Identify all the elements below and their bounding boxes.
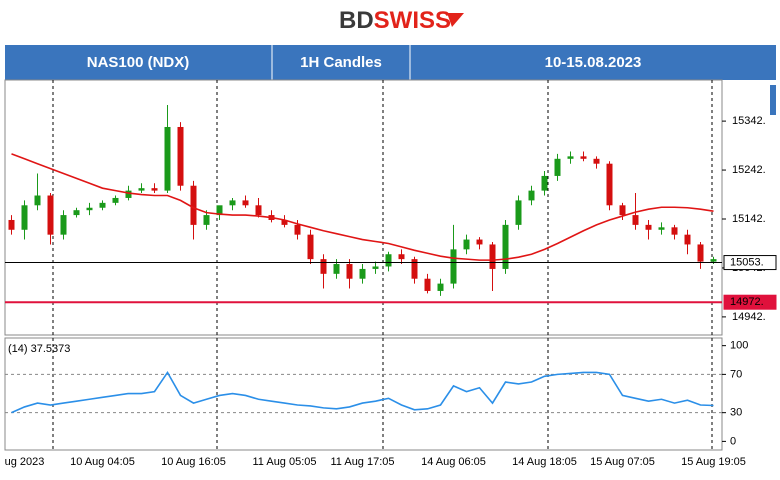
candle-body (372, 266, 379, 269)
candle-body (528, 190, 535, 201)
y-tick-label: 100 (730, 340, 748, 352)
y-tick-label: 30 (730, 407, 742, 419)
x-tick-label: 15 Aug 07:05 (590, 456, 655, 468)
candle-body (593, 158, 600, 164)
candle-body (580, 156, 587, 159)
candle-body (463, 239, 470, 250)
candle-body (47, 195, 54, 235)
price-level-label: 14972. (730, 296, 764, 308)
x-tick-label: 14 Aug 18:05 (512, 456, 577, 468)
rsi-label: (14) 37.5373 (8, 343, 70, 355)
y-tick-label: 15242. (732, 164, 766, 176)
symbol: NAS100 (NDX) (87, 54, 190, 71)
x-tick-label: 11 Aug 17:05 (330, 456, 394, 468)
candle-body (151, 188, 158, 191)
moving-average (11, 153, 714, 261)
y-tick-label: 0 (730, 435, 736, 447)
candle-body (320, 259, 327, 274)
candle-body (554, 158, 561, 176)
candle-body (411, 259, 418, 279)
candle-body (190, 185, 197, 225)
candle-body (541, 175, 548, 191)
candle-body (294, 224, 301, 235)
x-tick-label: 15 Aug 19:05 (681, 456, 746, 468)
x-tick-label: 10 Aug 04:05 (70, 456, 135, 468)
candle-body (112, 197, 119, 203)
candle-body (658, 227, 665, 230)
candle-body (86, 207, 93, 211)
candle-body (450, 249, 457, 284)
candle-body (242, 200, 249, 206)
price-level-box (723, 255, 777, 271)
candle-body (255, 205, 262, 216)
candle-body (281, 219, 288, 225)
header-bar (5, 45, 776, 80)
logo-second: SWISS (374, 7, 451, 34)
candle-body (8, 219, 15, 230)
price-pane (4, 79, 723, 336)
candle-body (73, 210, 80, 216)
candle-body (177, 126, 184, 186)
candle-body (60, 215, 67, 235)
candle-body (437, 283, 444, 291)
candle-body (697, 244, 704, 262)
candle-body (164, 126, 171, 191)
x-tick-label: 11 Aug 05:05 (252, 456, 316, 468)
y-tick-label: 70 (730, 368, 742, 380)
logo-arrow (447, 13, 464, 27)
y-tick-label: 15142. (732, 213, 766, 225)
logo-first: BD (339, 7, 374, 34)
candle-body (645, 224, 652, 230)
candle-body (671, 227, 678, 235)
candle-body (684, 234, 691, 245)
candle-body (216, 205, 223, 216)
x-tick-label: ug 2023 (5, 456, 45, 468)
candle-body (619, 205, 626, 216)
y-tick-label: 15342. (732, 115, 766, 127)
candle-body (138, 188, 145, 191)
candle-body (385, 254, 392, 267)
candle-body (21, 205, 28, 230)
candle-body (632, 215, 639, 225)
timeframe: 1H Candles (300, 54, 382, 71)
candle-body (229, 200, 236, 206)
candle-body (606, 163, 613, 206)
candle-body (398, 254, 405, 260)
x-tick-label: 14 Aug 06:05 (421, 456, 486, 468)
logo: BDSWISS (339, 7, 451, 34)
candle-body (34, 195, 41, 206)
candle-body (567, 156, 574, 159)
scrollbar (770, 85, 776, 115)
candle-body (476, 239, 483, 245)
candle-body (424, 278, 431, 291)
candle-body (333, 264, 340, 274)
x-tick-label: 10 Aug 16:05 (161, 456, 226, 468)
candle-body (359, 268, 366, 279)
candle-body (710, 259, 717, 262)
y-tick-label: 14942. (732, 311, 766, 323)
candle-body (125, 190, 132, 198)
rsi-pane (4, 337, 723, 451)
candle-body (489, 244, 496, 269)
price-level-box (723, 294, 777, 310)
dates: 10-15.08.2023 (545, 54, 642, 71)
candle-body (515, 200, 522, 225)
rsi-line (11, 370, 714, 414)
candle-body (203, 215, 210, 225)
price-level-label: 15053. (730, 256, 764, 268)
candle-body (99, 202, 106, 208)
candle-body (307, 234, 314, 260)
candle-body (502, 224, 509, 269)
candle-body (346, 264, 353, 279)
